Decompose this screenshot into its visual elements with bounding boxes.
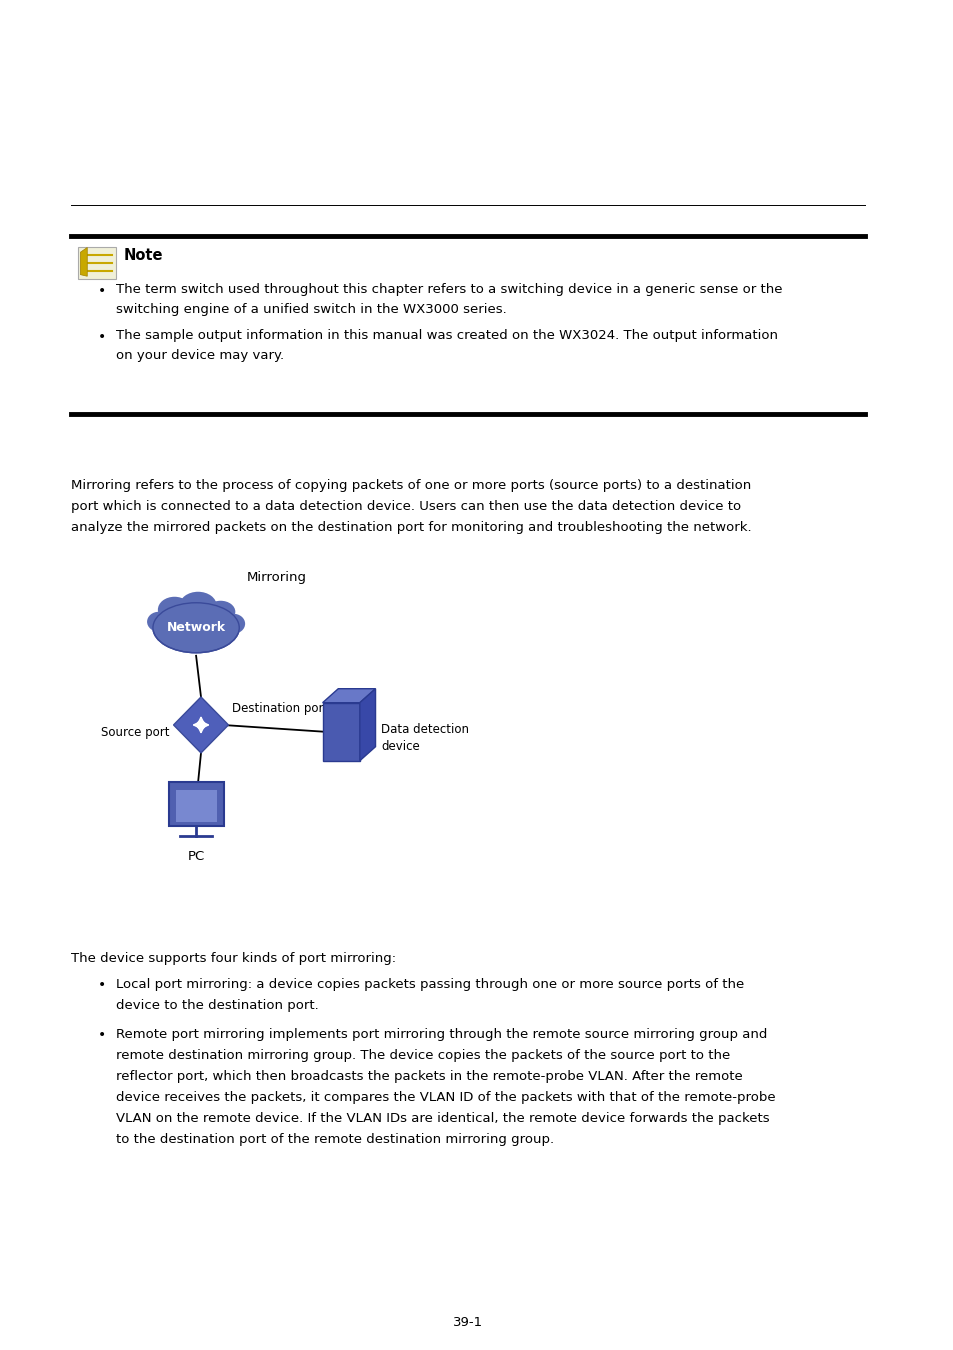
Text: switching engine of a unified switch in the WX3000 series.: switching engine of a unified switch in … — [115, 302, 506, 316]
Text: device receives the packets, it compares the VLAN ID of the packets with that of: device receives the packets, it compares… — [115, 1091, 775, 1104]
Text: Local port mirroring: a device copies packets passing through one or more source: Local port mirroring: a device copies pa… — [115, 977, 743, 991]
FancyBboxPatch shape — [322, 703, 359, 760]
Text: •: • — [98, 1027, 106, 1042]
Text: 39-1: 39-1 — [452, 1316, 482, 1330]
Polygon shape — [322, 688, 375, 703]
Text: The term switch used throughout this chapter refers to a switching device in a g: The term switch used throughout this cha… — [115, 284, 781, 297]
Text: device to the destination port.: device to the destination port. — [115, 999, 318, 1011]
FancyBboxPatch shape — [175, 790, 216, 822]
Text: remote destination mirroring group. The device copies the packets of the source : remote destination mirroring group. The … — [115, 1049, 729, 1061]
Text: Mirroring: Mirroring — [247, 571, 307, 585]
FancyBboxPatch shape — [78, 247, 115, 279]
Text: •: • — [98, 329, 106, 343]
Text: •: • — [98, 977, 106, 992]
Ellipse shape — [206, 601, 235, 622]
Text: port which is connected to a data detection device. Users can then use the data : port which is connected to a data detect… — [71, 501, 740, 513]
Text: Destination port: Destination port — [233, 702, 328, 716]
Polygon shape — [173, 697, 228, 753]
Ellipse shape — [157, 597, 191, 622]
Text: Remote port mirroring implements port mirroring through the remote source mirror: Remote port mirroring implements port mi… — [115, 1027, 766, 1041]
Text: on your device may vary.: on your device may vary. — [115, 348, 284, 362]
Text: PC: PC — [188, 850, 205, 863]
Ellipse shape — [147, 612, 171, 632]
Text: to the destination port of the remote destination mirroring group.: to the destination port of the remote de… — [115, 1133, 554, 1146]
Text: •: • — [98, 284, 106, 297]
Text: Mirroring refers to the process of copying packets of one or more ports (source : Mirroring refers to the process of copyi… — [71, 479, 750, 493]
Ellipse shape — [152, 602, 239, 653]
Circle shape — [197, 721, 205, 729]
Ellipse shape — [221, 614, 245, 633]
Ellipse shape — [179, 591, 216, 620]
FancyBboxPatch shape — [169, 782, 223, 826]
Text: analyze the mirrored packets on the destination port for monitoring and troubles: analyze the mirrored packets on the dest… — [71, 521, 750, 535]
Text: Source port: Source port — [101, 726, 170, 740]
Text: Data detection
device: Data detection device — [381, 722, 469, 753]
Text: reflector port, which then broadcasts the packets in the remote-probe VLAN. Afte: reflector port, which then broadcasts th… — [115, 1069, 741, 1083]
Text: Network: Network — [167, 621, 226, 634]
Polygon shape — [80, 247, 87, 277]
Text: The device supports four kinds of port mirroring:: The device supports four kinds of port m… — [71, 952, 395, 965]
Polygon shape — [359, 688, 375, 760]
Text: VLAN on the remote device. If the VLAN IDs are identical, the remote device forw: VLAN on the remote device. If the VLAN I… — [115, 1112, 768, 1125]
Text: Note: Note — [124, 248, 163, 263]
Text: The sample output information in this manual was created on the WX3024. The outp: The sample output information in this ma… — [115, 329, 777, 343]
